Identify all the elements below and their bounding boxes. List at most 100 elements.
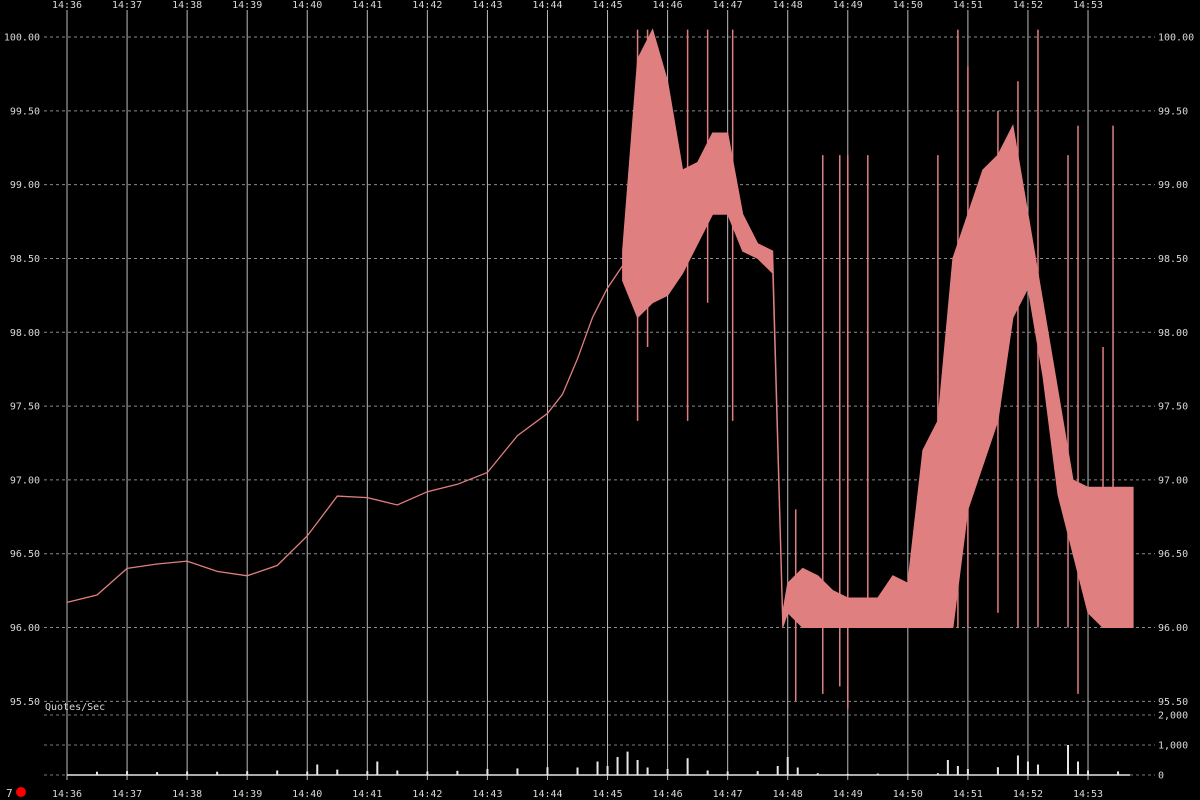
- x-tick-top: 14:40: [292, 0, 322, 11]
- volume-bar: [626, 751, 629, 775]
- volume-y-tick: 0: [1158, 771, 1164, 782]
- volume-bar: [126, 771, 129, 775]
- volume-bar: [486, 769, 489, 775]
- x-tick-top: 14:44: [532, 0, 562, 11]
- volume-bar: [756, 771, 759, 775]
- x-tick-bottom: 14:49: [833, 789, 863, 800]
- volume-bar: [246, 771, 249, 775]
- volume-bar: [956, 766, 959, 775]
- x-tick-bottom: 14:48: [773, 789, 803, 800]
- quotes-per-sec-panel: Quotes/Sec: [45, 702, 1130, 776]
- y-tick-right: 96.00: [1158, 623, 1188, 634]
- volume-bar: [376, 761, 379, 775]
- volume-bar: [776, 766, 779, 775]
- y-tick-right: 97.50: [1158, 402, 1188, 413]
- x-tick-bottom: 14:52: [1013, 789, 1043, 800]
- volume-bar: [576, 767, 579, 775]
- volume-bar: [1067, 745, 1069, 775]
- x-tick-bottom: 14:37: [112, 789, 142, 800]
- volume-bar: [816, 773, 819, 775]
- x-tick-bottom: 14:40: [292, 789, 322, 800]
- y-tick-left: 96.00: [10, 623, 40, 634]
- x-tick-top: 14:52: [1013, 0, 1043, 11]
- y-tick-left: 97.00: [10, 475, 40, 486]
- volume-bar: [1117, 771, 1120, 775]
- volume-bar: [516, 768, 519, 775]
- x-tick-bottom: 14:51: [953, 789, 983, 800]
- y-tick-right: 97.00: [1158, 475, 1188, 486]
- x-tick-top: 14:46: [653, 0, 683, 11]
- price-series: [66, 28, 1134, 709]
- y-tick-right: 98.00: [1158, 328, 1188, 339]
- volume-bar: [456, 770, 459, 775]
- volume-bar: [606, 766, 609, 775]
- x-tick-top: 14:41: [352, 0, 382, 11]
- status-indicator: 7: [6, 787, 26, 800]
- record-indicator-icon: [16, 787, 26, 797]
- volume-bar: [946, 760, 949, 775]
- volume-bar: [786, 757, 789, 775]
- y-tick-right: 99.00: [1158, 180, 1188, 191]
- price-range-band: [622, 28, 1134, 628]
- volume-bar: [306, 771, 309, 775]
- axes: 14:36 14:36 14:37 14:37 14:38 14:38 14:39 14:39…: [4, 0, 1194, 800]
- volume-bar: [636, 760, 639, 775]
- volume-bar: [996, 767, 999, 775]
- volume-panel-label: Quotes/Sec: [45, 702, 105, 713]
- y-tick-right: 96.50: [1158, 549, 1188, 560]
- volume-bar: [1036, 764, 1039, 775]
- x-tick-top: 14:49: [833, 0, 863, 11]
- volume-bar: [1077, 761, 1080, 775]
- x-tick-top: 14:38: [172, 0, 202, 11]
- volume-y-tick: 2,000: [1158, 711, 1188, 722]
- volume-bar: [316, 764, 319, 775]
- volume-bar: [726, 771, 729, 775]
- x-tick-top: 14:39: [232, 0, 262, 11]
- y-tick-left: 98.50: [10, 254, 40, 265]
- volume-bar: [186, 771, 189, 775]
- y-tick-left: 98.00: [10, 328, 40, 339]
- volume-bar: [936, 773, 939, 775]
- volume-bar: [216, 771, 219, 775]
- x-tick-top: 14:45: [592, 0, 622, 11]
- x-tick-bottom: 14:38: [172, 789, 202, 800]
- x-tick-bottom: 14:45: [592, 789, 622, 800]
- price-line: [66, 265, 624, 604]
- y-tick-right: 99.50: [1158, 106, 1188, 117]
- volume-bar: [616, 757, 619, 775]
- x-tick-top: 14:37: [112, 0, 142, 11]
- y-tick-left: 95.50: [10, 697, 40, 708]
- x-tick-bottom: 14:41: [352, 789, 382, 800]
- x-tick-bottom: 14:53: [1073, 789, 1103, 800]
- volume-bar: [156, 772, 159, 775]
- x-tick-top: 14:47: [713, 0, 743, 11]
- volume-bar: [546, 767, 549, 775]
- volume-bar: [396, 770, 399, 775]
- volume-bar: [276, 770, 279, 775]
- x-tick-bottom: 14:50: [893, 789, 923, 800]
- x-tick-top: 14:51: [953, 0, 983, 11]
- corner-count: 7: [6, 787, 13, 800]
- volume-y-tick: 1,000: [1158, 741, 1188, 752]
- x-tick-bottom: 14:36: [52, 789, 82, 800]
- y-tick-left: 96.50: [10, 549, 40, 560]
- x-tick-bottom: 14:43: [472, 789, 502, 800]
- x-tick-top: 14:53: [1073, 0, 1103, 11]
- x-tick-top: 14:42: [412, 0, 442, 11]
- y-tick-right: 98.50: [1158, 254, 1188, 265]
- x-tick-top: 14:36: [52, 0, 82, 11]
- x-tick-top: 14:43: [472, 0, 502, 11]
- volume-bar: [336, 769, 339, 775]
- volume-bar: [646, 767, 649, 775]
- volume-bar: [706, 770, 709, 775]
- x-tick-bottom: 14:46: [653, 789, 683, 800]
- y-tick-right: 95.50: [1158, 697, 1188, 708]
- x-tick-top: 14:50: [893, 0, 923, 11]
- x-tick-bottom: 14:44: [532, 789, 562, 800]
- volume-bar: [686, 758, 689, 775]
- volume-bar: [966, 769, 969, 775]
- y-tick-left: 97.50: [10, 402, 40, 413]
- volume-bar: [96, 771, 99, 775]
- volume-bar: [1087, 770, 1090, 775]
